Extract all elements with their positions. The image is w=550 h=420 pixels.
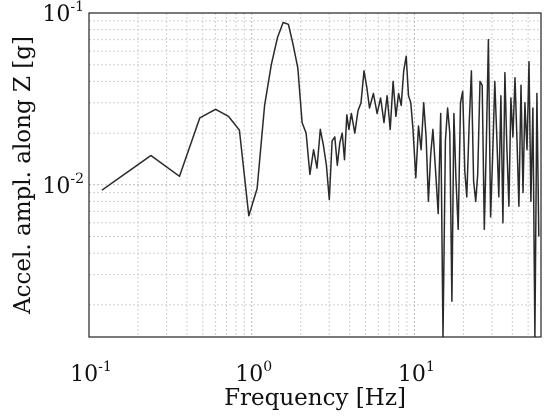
x-tick-label: 10-1 xyxy=(70,359,112,387)
grid xyxy=(88,12,542,337)
series-line xyxy=(101,21,540,338)
x-tick-label: 101 xyxy=(398,359,435,387)
y-axis-title: Accel. ampl. along Z [g] xyxy=(10,36,36,315)
y-tick-label: 10-1 xyxy=(42,0,84,27)
plot-frame xyxy=(88,12,542,338)
y-tick-label: 10-2 xyxy=(42,171,84,199)
x-tick-label: 100 xyxy=(235,359,272,387)
tick-labels: 10-1 100 101 10-2 10-1 xyxy=(42,0,434,387)
x-axis-title: Frequency [Hz] xyxy=(224,385,406,411)
